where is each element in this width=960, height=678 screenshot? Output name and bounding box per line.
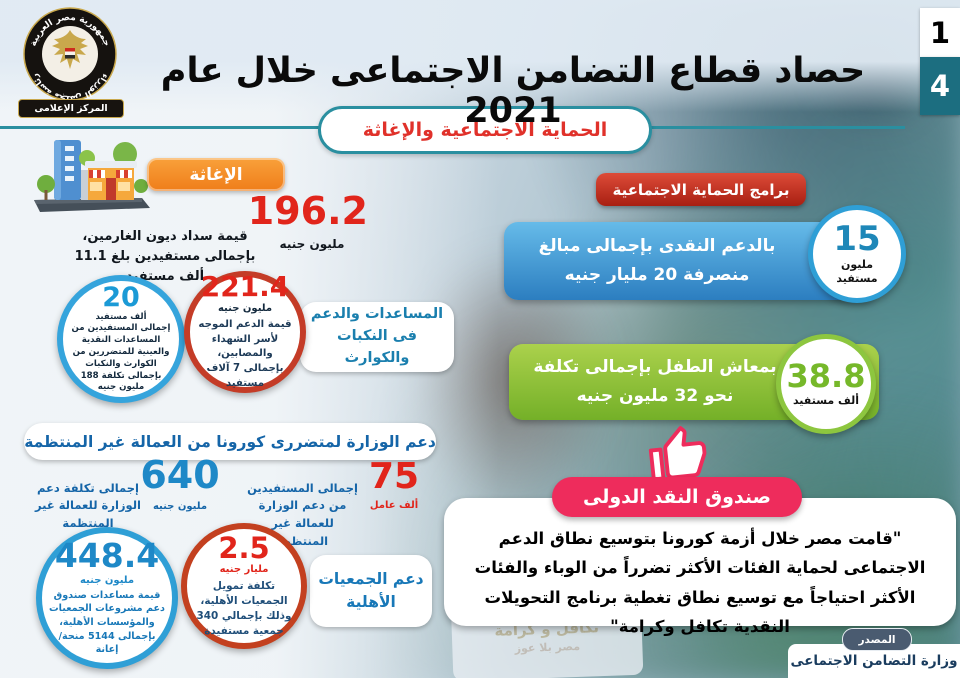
stat-desc: قيمة مساعدات صندوق دعم مشروعات الجمعيات …: [49, 589, 165, 656]
city-illustration: [34, 140, 150, 212]
imf-label: صندوق النقد الدولى: [552, 477, 802, 517]
stat-value: 20: [102, 281, 140, 313]
cash-support-circle: 15 مليون مستفيد: [808, 205, 906, 303]
section-banner: الحماية الاجتماعية والإغاثة: [318, 106, 652, 154]
stat-value: 2.5: [218, 530, 270, 565]
stat-unit: مليون مستفيد: [836, 257, 878, 285]
corona-beneficiaries-desc: إجمالى المستفيدين من دعم الوزارة للعمالة…: [247, 480, 358, 548]
disaster-beneficiaries-circle: 20 ألف مستفيد إجمالى المستفيدين من المسا…: [57, 275, 185, 403]
corona-cost-desc: إجمالى تكلفة دعم الوزارة للعمالة غير الم…: [35, 480, 141, 531]
imf-quote: "قامت مصر خلال أزمة كورونا بتوسيع نطاق ا…: [444, 498, 956, 636]
corona-support-banner: دعم الوزارة لمتضررى كورونا من العمالة غي…: [24, 423, 436, 460]
source-label: المصدر: [842, 628, 912, 651]
child-pension-circle: 38.8 ألف مستفيد: [776, 334, 876, 434]
stat-value: 15: [833, 218, 881, 259]
social-programs-button: برامج الحماية الاجتماعية: [596, 173, 806, 206]
logo-banner: المركز الإعلامى: [18, 99, 124, 118]
background-sign-line2: مصر بلا عوز: [514, 639, 581, 656]
cash-support-box: بالدعم النقدى بإجمالى مبالغ منصرفة 20 مل…: [504, 222, 876, 300]
ngo-funding-circle: 2.5 مليار جنيه تكلفة تمويل الجمعيات الأه…: [181, 523, 307, 649]
page-number-top: 1: [920, 8, 960, 57]
stat-unit: ألف مستفيد: [95, 312, 147, 323]
stat-value: 38.8: [786, 357, 866, 396]
stat-unit: مليون جنيه: [217, 302, 273, 314]
corona-beneficiaries-unit: ألف عامل: [369, 500, 419, 511]
page-number-bottom: 4: [920, 57, 960, 115]
corona-beneficiaries-value: 75: [368, 456, 420, 497]
ngo-support-tag: دعم الجمعيات الأهلية: [310, 555, 432, 627]
debt-repayment-unit: مليون جنيه: [279, 237, 345, 251]
debt-repayment-value: 196.2: [247, 189, 368, 233]
government-logo: جمهورية مصر العربية رئاسة مجلس الوزراء ا…: [14, 6, 126, 120]
stat-unit: ألف مستفيد: [792, 393, 860, 407]
stat-unit: مليار جنيه: [219, 564, 269, 576]
disaster-aid-tag: المساعدات والدعم فى النكبات والكوارث: [300, 302, 454, 372]
page-title: حصاد قطاع التضامن الاجتماعى خلال عام 202…: [160, 51, 866, 132]
corona-cost-value: 640: [140, 453, 220, 497]
government-emblem: جمهورية مصر العربية رئاسة مجلس الوزراء: [23, 7, 117, 104]
stat-desc: تكلفة تمويل الجمعيات الأهلية، وذلك بإجما…: [196, 580, 292, 638]
ngo-fund-circle: 448.4 مليون جنيه قيمة مساعدات صندوق دعم …: [36, 527, 178, 669]
stat-desc: إجمالى المستفيدين من المساعدات النقدية و…: [71, 323, 171, 393]
stat-unit: مليون جنيه: [79, 574, 135, 586]
awning-stripes: [89, 170, 132, 178]
corona-cost-unit: مليون جنيه: [152, 501, 208, 512]
martyrs-support-circle: 221.4 مليون جنيه قيمة الدعم الموجه لأسر …: [184, 271, 306, 393]
relief-button: الإغاثة: [147, 158, 285, 191]
stat-desc: قيمة الدعم الموجه لأسر الشهداء والمصابين…: [198, 318, 292, 389]
stat-value: 221.4: [200, 270, 290, 304]
background-top-strip: [0, 0, 960, 112]
stat-value: 448.4: [54, 536, 160, 576]
